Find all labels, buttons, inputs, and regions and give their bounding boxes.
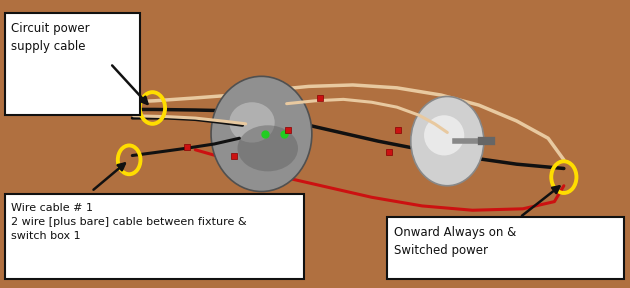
Text: Wire cable # 1
2 wire [plus bare] cable between fixture &
switch box 1: Wire cable # 1 2 wire [plus bare] cable … <box>11 203 247 241</box>
Bar <box>387 217 624 279</box>
Ellipse shape <box>211 76 312 192</box>
Ellipse shape <box>229 102 275 143</box>
Bar <box>5 13 140 115</box>
Ellipse shape <box>238 125 298 171</box>
Text: Circuit power
supply cable: Circuit power supply cable <box>11 22 90 53</box>
Text: Onward Always on &
Switched power: Onward Always on & Switched power <box>394 226 516 257</box>
Ellipse shape <box>424 115 464 156</box>
Ellipse shape <box>411 96 484 186</box>
Bar <box>5 194 304 279</box>
